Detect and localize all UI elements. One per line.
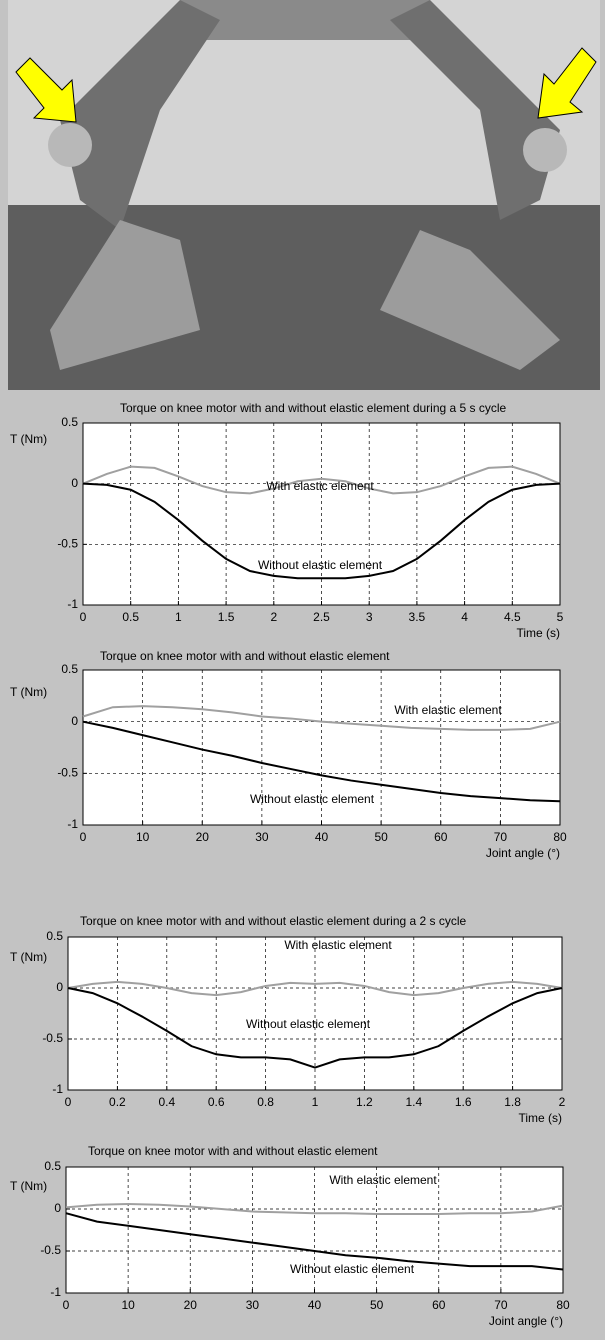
x-tick-label: 4 [461, 610, 468, 624]
x-tick-label: 40 [308, 1298, 322, 1312]
y-axis-label: T (Nm) [10, 950, 47, 964]
y-tick-label: 0.5 [61, 662, 78, 676]
y-axis-label: T (Nm) [10, 432, 47, 446]
x-tick-label: 60 [434, 830, 448, 844]
series-label: With elastic element [394, 703, 502, 717]
x-tick-label: 70 [494, 1298, 508, 1312]
series-line [82, 465, 561, 495]
y-tick-label: 0.5 [44, 1159, 61, 1173]
y-tick-label: 0.5 [61, 415, 78, 429]
y-tick-label: 0 [56, 980, 63, 994]
y-tick-label: -1 [67, 817, 78, 831]
y-tick-label: -1 [50, 1285, 61, 1299]
left-arrow [15, 57, 77, 123]
series-label: With elastic element [284, 938, 392, 952]
x-tick-label: 3.5 [409, 610, 426, 624]
x-tick-label: 30 [255, 830, 269, 844]
y-tick-label: -0.5 [57, 766, 78, 780]
x-tick-label: 2 [270, 610, 277, 624]
x-tick-label: 40 [315, 830, 329, 844]
photo-right-leg [390, 0, 560, 220]
y-tick-label: -1 [52, 1082, 63, 1096]
y-axis-label: T (Nm) [10, 1179, 47, 1193]
series-label: Without elastic element [258, 558, 383, 572]
series-line [67, 987, 563, 1069]
series-line [65, 1212, 564, 1271]
x-tick-label: 1.4 [405, 1095, 422, 1109]
series-line [65, 1202, 564, 1216]
x-tick-label: 1.5 [218, 610, 235, 624]
y-tick-label: -1 [67, 597, 78, 611]
x-tick-label: 1 [312, 1095, 319, 1109]
x-tick-label: 80 [553, 830, 567, 844]
x-tick-label: 2.5 [313, 610, 330, 624]
series-label: Without elastic element [246, 1017, 371, 1031]
x-tick-label: 50 [374, 830, 388, 844]
series-line [82, 720, 561, 803]
x-tick-label: 1.6 [455, 1095, 472, 1109]
x-tick-label: 3 [366, 610, 373, 624]
x-tick-label: 0 [65, 1095, 72, 1109]
x-tick-label: 20 [196, 830, 210, 844]
x-tick-label: 0 [80, 610, 87, 624]
series-label: With elastic element [329, 1173, 437, 1187]
chart-title: Torque on knee motor with and without el… [88, 1144, 378, 1158]
y-tick-label: -0.5 [40, 1243, 61, 1257]
x-tick-label: 30 [246, 1298, 260, 1312]
x-tick-label: 80 [556, 1298, 570, 1312]
y-tick-label: 0.5 [46, 929, 63, 943]
x-tick-label: 1.2 [356, 1095, 373, 1109]
x-tick-label: 10 [121, 1298, 135, 1312]
x-tick-label: 0.6 [208, 1095, 225, 1109]
x-tick-label: 0.5 [122, 610, 139, 624]
x-tick-label: 0 [63, 1298, 70, 1312]
x-tick-label: 60 [432, 1298, 446, 1312]
series-line [82, 705, 561, 731]
photo-left-knee [48, 123, 92, 167]
x-tick-label: 0.2 [109, 1095, 126, 1109]
chart-title: Torque on knee motor with and without el… [120, 401, 507, 415]
photo-left-foot [50, 220, 200, 370]
x-tick-label: 2 [559, 1095, 566, 1109]
series-label: With elastic element [266, 479, 374, 493]
x-axis-label: Joint angle (°) [489, 1314, 563, 1328]
x-tick-label: 5 [557, 610, 564, 624]
photo-hip [180, 0, 430, 40]
series-label: Without elastic element [290, 1262, 415, 1276]
x-tick-label: 4.5 [504, 610, 521, 624]
series-label: Without elastic element [250, 792, 375, 806]
x-tick-label: 0.8 [257, 1095, 274, 1109]
x-tick-label: 0.4 [158, 1095, 175, 1109]
chart-title: Torque on knee motor with and without el… [80, 914, 467, 928]
photo-left-leg [60, 0, 220, 230]
y-tick-label: -0.5 [42, 1031, 63, 1045]
x-axis-label: Time (s) [518, 1111, 562, 1125]
x-tick-label: 20 [184, 1298, 198, 1312]
y-tick-label: 0 [71, 714, 78, 728]
robot-photo [8, 0, 600, 390]
y-tick-label: -0.5 [57, 537, 78, 551]
x-axis-label: Time (s) [516, 626, 560, 640]
y-tick-label: 0 [71, 476, 78, 490]
series-line [67, 980, 563, 997]
x-tick-label: 1.8 [504, 1095, 521, 1109]
photo-right-foot [380, 230, 560, 370]
x-axis-label: Joint angle (°) [486, 846, 560, 860]
x-tick-label: 70 [494, 830, 508, 844]
chart-title: Torque on knee motor with and without el… [100, 649, 390, 663]
x-tick-label: 50 [370, 1298, 384, 1312]
right-arrow [537, 47, 597, 119]
photo-right-knee [523, 128, 567, 172]
x-tick-label: 1 [175, 610, 182, 624]
series-line [82, 482, 561, 580]
x-tick-label: 0 [80, 830, 87, 844]
y-tick-label: 0 [54, 1201, 61, 1215]
y-axis-label: T (Nm) [10, 685, 47, 699]
x-tick-label: 10 [136, 830, 150, 844]
